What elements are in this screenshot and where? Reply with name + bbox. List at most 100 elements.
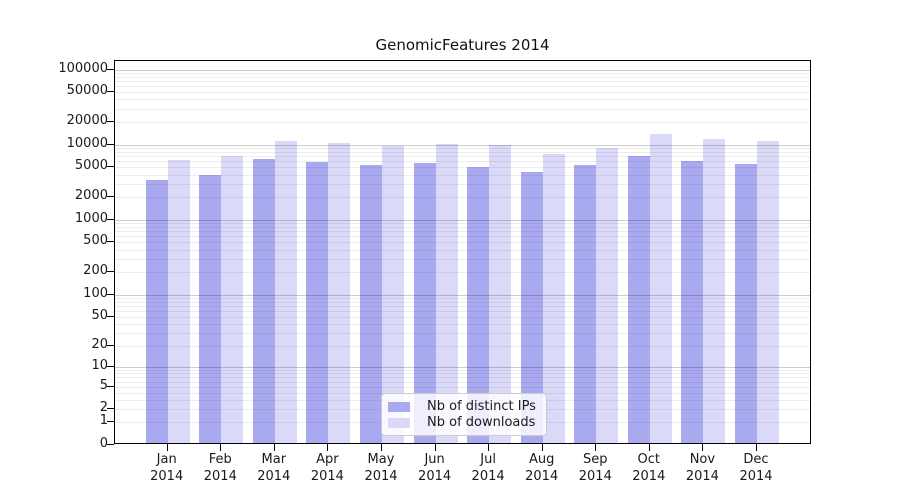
x-tick-label: Feb 2014 [203,452,237,484]
gridline-minor [115,81,810,83]
bar-downloads [382,145,404,443]
gridline-major [115,69,810,71]
y-tick-mark [107,196,114,198]
bar-downloads [435,144,458,443]
y-tick-mark [107,121,114,122]
bar-distinct-ips [360,165,382,443]
x-tick-mark [648,444,650,451]
y-tick-mark [107,68,114,70]
y-tick-label: 1000 [74,210,108,226]
x-tick-label: May 2014 [364,452,398,484]
bar-distinct-ips [199,175,222,443]
x-tick-mark [702,444,704,451]
x-tick-label: Jul 2014 [471,452,505,484]
legend-swatch-ips [388,401,410,412]
gridline-minor [115,108,810,110]
y-tick-mark [107,385,114,387]
bar-distinct-ips [413,162,436,443]
y-tick-label: 2 [99,400,108,416]
bar-distinct-ips [467,166,490,443]
y-tick-mark [107,166,114,168]
y-tick-mark [107,143,114,145]
x-tick-label: Jan 2014 [150,452,184,484]
bar-downloads [328,142,351,443]
y-tick-mark [107,344,114,346]
y-tick-label: 50000 [66,83,108,99]
y-tick-label: 2000 [74,188,108,204]
bar-distinct-ips [574,165,597,443]
gridline-minor [115,76,810,78]
x-tick-label: Sep 2014 [578,452,612,484]
bar-downloads [649,134,672,443]
x-tick-mark [488,444,490,451]
y-tick-label: 20000 [66,113,108,128]
bar-downloads [757,140,779,443]
y-tick-label: 100000 [58,60,108,76]
y-tick-label: 1 [99,413,108,429]
x-tick-mark [595,444,597,451]
x-tick-label: Apr 2014 [310,452,344,484]
y-tick-label: 50 [91,307,108,323]
y-tick-mark [107,365,114,367]
legend-swatch-downloads [388,417,410,428]
x-tick-label: Mar 2014 [257,452,291,484]
gridline-minor [115,99,810,101]
y-tick-mark [107,293,114,295]
gridline-minor [115,86,810,88]
x-tick-mark [327,444,329,451]
y-tick-label: 5000 [74,158,108,174]
bar-downloads [542,153,565,443]
x-tick-label: Dec 2014 [739,452,773,484]
y-tick-mark [107,421,114,423]
y-tick-label: 200 [83,263,108,279]
x-tick-mark [756,444,757,451]
y-tick-mark [107,271,114,273]
legend-row-downloads: Nb of downloads [388,415,538,430]
legend: Nb of distinct IPs Nb of downloads [381,393,547,436]
gridline-minor [115,122,810,123]
y-tick-label: 20 [91,336,108,352]
bar-downloads [221,156,244,443]
y-tick-mark [107,315,114,317]
x-tick-mark [381,444,382,451]
y-tick-label: 500 [83,233,108,249]
y-tick-label: 10 [91,357,108,373]
legend-row-distinct-ips: Nb of distinct IPs [388,399,538,414]
y-tick-label: 0 [99,436,108,451]
plot-area: Nb of distinct IPs Nb of downloads [114,60,811,444]
legend-label-downloads: Nb of downloads [427,415,536,430]
x-tick-label: Oct 2014 [632,452,666,484]
bar-distinct-ips [681,161,704,443]
bar-downloads [489,144,512,443]
bar-downloads [167,159,190,443]
x-tick-label: Aug 2014 [525,452,559,484]
y-tick-label: 100 [83,285,108,301]
y-tick-mark [107,408,114,410]
bar-downloads [703,138,726,443]
x-tick-mark [541,444,543,451]
bar-downloads [274,141,297,443]
bar-distinct-ips [306,161,329,443]
y-tick-mark [107,91,114,93]
y-tick-mark [107,241,114,243]
bar-distinct-ips [627,156,650,443]
x-tick-label: Nov 2014 [685,452,719,484]
x-tick-mark [166,444,168,451]
x-tick-mark [220,444,222,451]
bar-distinct-ips [520,171,543,443]
y-tick-mark [107,444,114,445]
y-tick-label: 10000 [66,135,108,151]
bar-downloads [596,147,619,443]
gridline-minor [115,92,810,94]
bar-distinct-ips [735,164,757,443]
gridline-minor [115,73,810,74]
chart-title: GenomicFeatures 2014 [375,36,550,54]
y-tick-label: 5 [99,377,108,393]
x-tick-mark [273,444,275,451]
bar-distinct-ips [145,179,168,443]
x-tick-label: Jun 2014 [418,452,452,484]
bar-distinct-ips [252,158,275,443]
x-tick-mark [434,444,436,451]
legend-label-distinct-ips: Nb of distinct IPs [427,399,536,414]
